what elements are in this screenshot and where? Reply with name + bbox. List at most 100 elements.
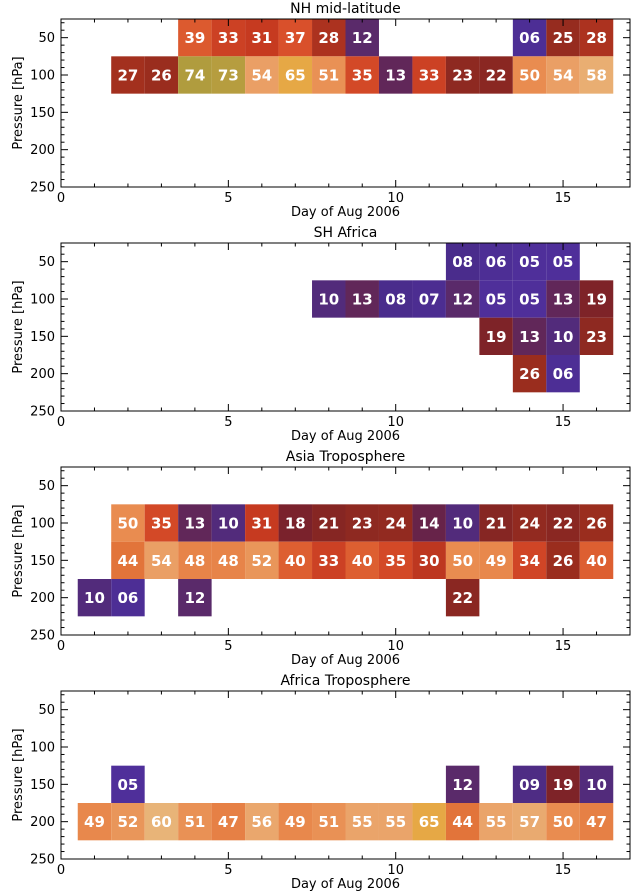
cell-value-label: 54 <box>553 67 574 85</box>
cell-value-label: 12 <box>452 776 473 794</box>
cell-value-label: 31 <box>251 29 272 47</box>
cell-value-label: 26 <box>553 552 574 570</box>
x-tick-label: 10 <box>387 639 404 654</box>
heatmap-cell <box>445 803 480 841</box>
x-tick-label: 5 <box>224 191 232 206</box>
cell-value-label: 35 <box>151 515 172 533</box>
heatmap-cell <box>178 19 212 57</box>
heatmap-cell <box>378 56 413 94</box>
cell-value-label: 56 <box>251 813 272 831</box>
y-tick-label: 200 <box>30 143 55 158</box>
cell-value-label: 51 <box>318 67 339 85</box>
heatmap-cell <box>479 243 513 281</box>
x-tick-label: 15 <box>555 639 572 654</box>
cell-value-label: 54 <box>151 552 172 570</box>
heatmap-cell <box>378 504 413 542</box>
y-tick-label: 100 <box>30 741 55 756</box>
cell-value-label: 44 <box>452 813 473 831</box>
heatmap-cell <box>378 803 413 841</box>
heatmap-cell <box>144 504 179 542</box>
heatmap-cell <box>345 541 379 579</box>
cell-value-label: 40 <box>352 552 373 570</box>
heatmap-cell <box>512 280 547 318</box>
heatmap-cell <box>245 541 279 579</box>
heatmap-cell <box>412 56 446 94</box>
heatmap-cell <box>579 317 614 355</box>
heatmap-cell <box>546 355 580 393</box>
heatmap-cell <box>378 541 413 579</box>
heatmap-cell <box>312 504 346 542</box>
cell-value-label: 57 <box>519 813 540 831</box>
cell-value-label: 33 <box>318 552 339 570</box>
x-tick-label: 10 <box>387 863 404 878</box>
cell-value-label: 39 <box>184 29 205 47</box>
heatmap-cell <box>111 541 145 579</box>
heatmap-cell <box>546 280 580 318</box>
x-tick-label: 15 <box>555 415 572 430</box>
heatmap-cell <box>178 579 212 617</box>
cell-value-label: 06 <box>118 589 139 607</box>
heatmap-cell <box>579 541 614 579</box>
y-tick-label: 50 <box>38 255 55 270</box>
heatmap-cell <box>312 541 346 579</box>
cell-value-label: 28 <box>318 29 339 47</box>
heatmap-cell <box>312 56 346 94</box>
cell-value-label: 23 <box>586 328 607 346</box>
heatmap-cell <box>345 504 379 542</box>
cell-value-label: 14 <box>419 515 440 533</box>
heatmap-cell <box>111 765 145 803</box>
heatmap-cell <box>445 56 480 94</box>
y-tick-label: 50 <box>38 479 55 494</box>
heatmap-cell <box>278 56 313 94</box>
cell-value-label: 73 <box>218 67 239 85</box>
cell-value-label: 40 <box>285 552 306 570</box>
heatmap-cell <box>445 579 480 617</box>
y-axis-label: Pressure [hPa] <box>11 56 26 149</box>
x-tick-label: 15 <box>555 863 572 878</box>
heatmap-cell <box>245 56 279 94</box>
y-axis-label: Pressure [hPa] <box>11 280 26 373</box>
heatmap-cell <box>412 541 446 579</box>
cell-value-label: 23 <box>352 515 373 533</box>
cell-value-label: 19 <box>586 291 607 309</box>
cell-value-label: 06 <box>519 29 540 47</box>
cell-value-label: 52 <box>251 552 272 570</box>
panel-title: Africa Troposphere <box>280 673 410 689</box>
cell-value-label: 06 <box>486 253 507 271</box>
heatmap-cell <box>546 504 580 542</box>
cell-value-label: 35 <box>385 552 406 570</box>
cell-value-label: 21 <box>318 515 339 533</box>
heatmap-cell <box>579 803 614 841</box>
cell-value-label: 49 <box>84 813 105 831</box>
y-tick-label: 150 <box>30 106 55 121</box>
y-tick-label: 100 <box>30 517 55 532</box>
heatmap-cell <box>445 243 480 281</box>
heatmap-cell <box>445 765 480 803</box>
heatmap-cell <box>479 56 513 94</box>
heatmap-cell <box>546 317 580 355</box>
cell-value-label: 05 <box>519 253 540 271</box>
cell-value-label: 13 <box>519 328 540 346</box>
heatmap-cell <box>245 19 279 57</box>
heatmap-cell <box>512 317 547 355</box>
y-tick-label: 100 <box>30 293 55 308</box>
heatmap-cell <box>345 56 379 94</box>
x-tick-label: 5 <box>224 415 232 430</box>
y-tick-label: 150 <box>30 554 55 569</box>
cell-value-label: 12 <box>452 291 473 309</box>
cell-value-label: 10 <box>452 515 473 533</box>
cell-value-label: 24 <box>385 515 406 533</box>
cell-value-label: 48 <box>218 552 239 570</box>
cell-value-label: 34 <box>519 552 540 570</box>
x-axis-label: Day of Aug 2006 <box>291 877 400 892</box>
cell-value-label: 50 <box>118 515 139 533</box>
cell-value-label: 33 <box>419 67 440 85</box>
x-tick-label: 0 <box>57 639 65 654</box>
cell-value-label: 13 <box>553 291 574 309</box>
x-tick-label: 10 <box>387 415 404 430</box>
y-tick-label: 150 <box>30 778 55 793</box>
heatmap-cell <box>512 243 547 281</box>
cell-value-label: 08 <box>452 253 473 271</box>
cell-value-label: 26 <box>519 365 540 383</box>
